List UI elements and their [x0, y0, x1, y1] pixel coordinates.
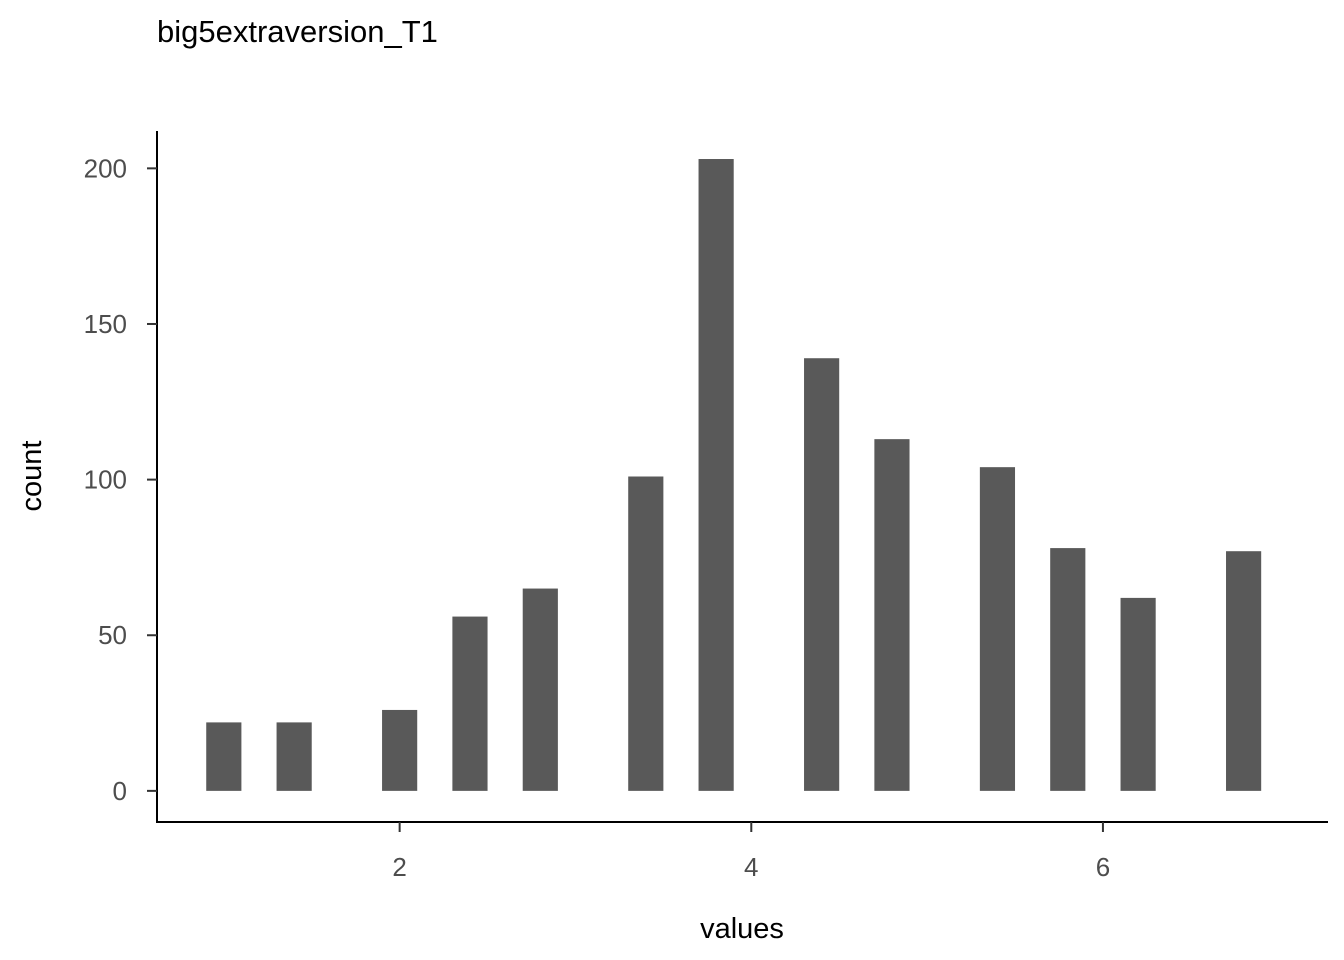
bar [206, 722, 242, 791]
bar [979, 467, 1016, 791]
y-axis-title: count [16, 441, 48, 512]
x-axis-ticks: 2 4 6 [392, 822, 1110, 882]
bar [628, 476, 664, 791]
x-tick-label: 2 [392, 852, 406, 882]
y-tick-label: 50 [98, 620, 127, 650]
y-tick-label: 150 [84, 309, 127, 339]
y-tick-label: 0 [113, 776, 127, 806]
bar-series [206, 159, 1262, 791]
bar [874, 439, 910, 791]
bar [1050, 548, 1086, 791]
bar [522, 588, 558, 791]
x-axis-title: values [700, 913, 784, 945]
bar [382, 709, 418, 791]
bar [1120, 597, 1156, 791]
chart-title: big5extraversion_T1 [157, 14, 438, 49]
bar [452, 616, 488, 791]
x-tick-label: 6 [1096, 852, 1110, 882]
x-tick-label: 4 [744, 852, 758, 882]
bar [276, 722, 312, 791]
y-axis-ticks: 0 50 100 150 200 [84, 153, 157, 806]
y-tick-label: 100 [84, 465, 127, 495]
bar [1226, 551, 1262, 791]
bar [804, 358, 840, 791]
y-tick-label: 200 [84, 153, 127, 183]
bar [698, 159, 734, 791]
